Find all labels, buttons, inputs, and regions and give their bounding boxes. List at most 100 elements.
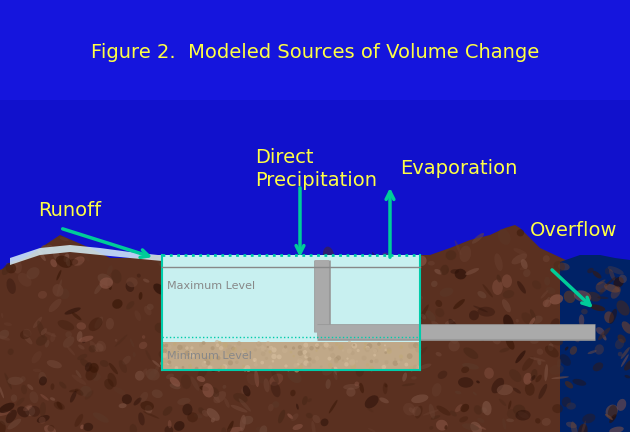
Ellipse shape: [139, 342, 147, 349]
Ellipse shape: [532, 280, 541, 289]
Ellipse shape: [352, 330, 365, 342]
Ellipse shape: [223, 289, 237, 301]
Ellipse shape: [139, 292, 142, 300]
Circle shape: [208, 365, 214, 371]
Ellipse shape: [355, 309, 364, 318]
Ellipse shape: [270, 374, 284, 386]
Ellipse shape: [250, 330, 256, 343]
Ellipse shape: [211, 390, 220, 403]
Circle shape: [243, 349, 247, 353]
Ellipse shape: [56, 270, 61, 280]
Ellipse shape: [331, 315, 337, 317]
Ellipse shape: [431, 281, 437, 287]
Circle shape: [167, 345, 171, 349]
Circle shape: [232, 347, 237, 352]
Ellipse shape: [381, 288, 390, 304]
Ellipse shape: [529, 318, 535, 327]
Ellipse shape: [167, 273, 178, 279]
Ellipse shape: [166, 374, 174, 379]
Ellipse shape: [275, 267, 292, 275]
Ellipse shape: [23, 404, 32, 411]
Ellipse shape: [590, 305, 605, 311]
Ellipse shape: [224, 398, 229, 408]
Circle shape: [415, 346, 421, 353]
Ellipse shape: [482, 401, 491, 415]
Ellipse shape: [164, 283, 175, 292]
Ellipse shape: [435, 308, 444, 317]
Circle shape: [299, 357, 302, 360]
Ellipse shape: [292, 259, 302, 262]
Ellipse shape: [517, 229, 524, 236]
Ellipse shape: [20, 330, 31, 339]
Circle shape: [316, 345, 319, 349]
Ellipse shape: [78, 257, 83, 262]
Circle shape: [268, 350, 272, 353]
Circle shape: [413, 365, 418, 370]
Ellipse shape: [226, 264, 233, 274]
Ellipse shape: [315, 359, 326, 369]
Ellipse shape: [173, 302, 183, 313]
Ellipse shape: [453, 299, 465, 309]
Ellipse shape: [221, 337, 229, 346]
Ellipse shape: [178, 278, 186, 287]
Ellipse shape: [18, 273, 32, 287]
Ellipse shape: [45, 245, 54, 253]
Ellipse shape: [432, 321, 440, 328]
Circle shape: [307, 362, 311, 367]
Ellipse shape: [198, 365, 208, 379]
Circle shape: [236, 361, 238, 364]
Circle shape: [353, 344, 355, 346]
Ellipse shape: [513, 388, 521, 394]
Ellipse shape: [429, 404, 435, 419]
Ellipse shape: [581, 421, 586, 432]
Ellipse shape: [307, 398, 312, 402]
Ellipse shape: [66, 257, 71, 267]
Ellipse shape: [365, 360, 369, 368]
Ellipse shape: [455, 269, 467, 280]
Ellipse shape: [298, 339, 313, 345]
Circle shape: [171, 350, 174, 353]
Ellipse shape: [272, 271, 284, 282]
Ellipse shape: [578, 424, 588, 432]
Circle shape: [366, 363, 369, 367]
Ellipse shape: [80, 386, 92, 397]
Ellipse shape: [261, 295, 273, 304]
Circle shape: [365, 346, 370, 350]
Ellipse shape: [271, 381, 280, 397]
Circle shape: [265, 349, 266, 352]
Ellipse shape: [1, 313, 3, 318]
Ellipse shape: [6, 263, 16, 273]
Ellipse shape: [596, 327, 604, 335]
Ellipse shape: [69, 389, 79, 392]
Ellipse shape: [213, 302, 231, 309]
Ellipse shape: [474, 327, 484, 341]
Ellipse shape: [256, 358, 268, 369]
Ellipse shape: [617, 300, 629, 316]
Ellipse shape: [152, 389, 163, 398]
Ellipse shape: [85, 391, 93, 400]
Circle shape: [362, 356, 367, 361]
Ellipse shape: [396, 337, 401, 340]
Ellipse shape: [376, 349, 384, 354]
Ellipse shape: [196, 327, 202, 333]
Ellipse shape: [207, 408, 220, 421]
Ellipse shape: [37, 321, 45, 338]
Ellipse shape: [484, 368, 494, 379]
Ellipse shape: [52, 284, 64, 297]
Ellipse shape: [571, 331, 580, 342]
Ellipse shape: [369, 265, 379, 279]
Ellipse shape: [365, 395, 379, 408]
Ellipse shape: [509, 369, 522, 382]
Circle shape: [374, 359, 379, 363]
Ellipse shape: [133, 352, 135, 357]
Circle shape: [315, 343, 319, 347]
Circle shape: [254, 363, 258, 367]
Ellipse shape: [79, 336, 93, 342]
Ellipse shape: [134, 397, 142, 406]
Circle shape: [243, 368, 246, 370]
Ellipse shape: [122, 356, 131, 365]
Ellipse shape: [440, 265, 449, 275]
Ellipse shape: [372, 324, 382, 332]
Ellipse shape: [483, 284, 493, 298]
Ellipse shape: [335, 359, 343, 368]
